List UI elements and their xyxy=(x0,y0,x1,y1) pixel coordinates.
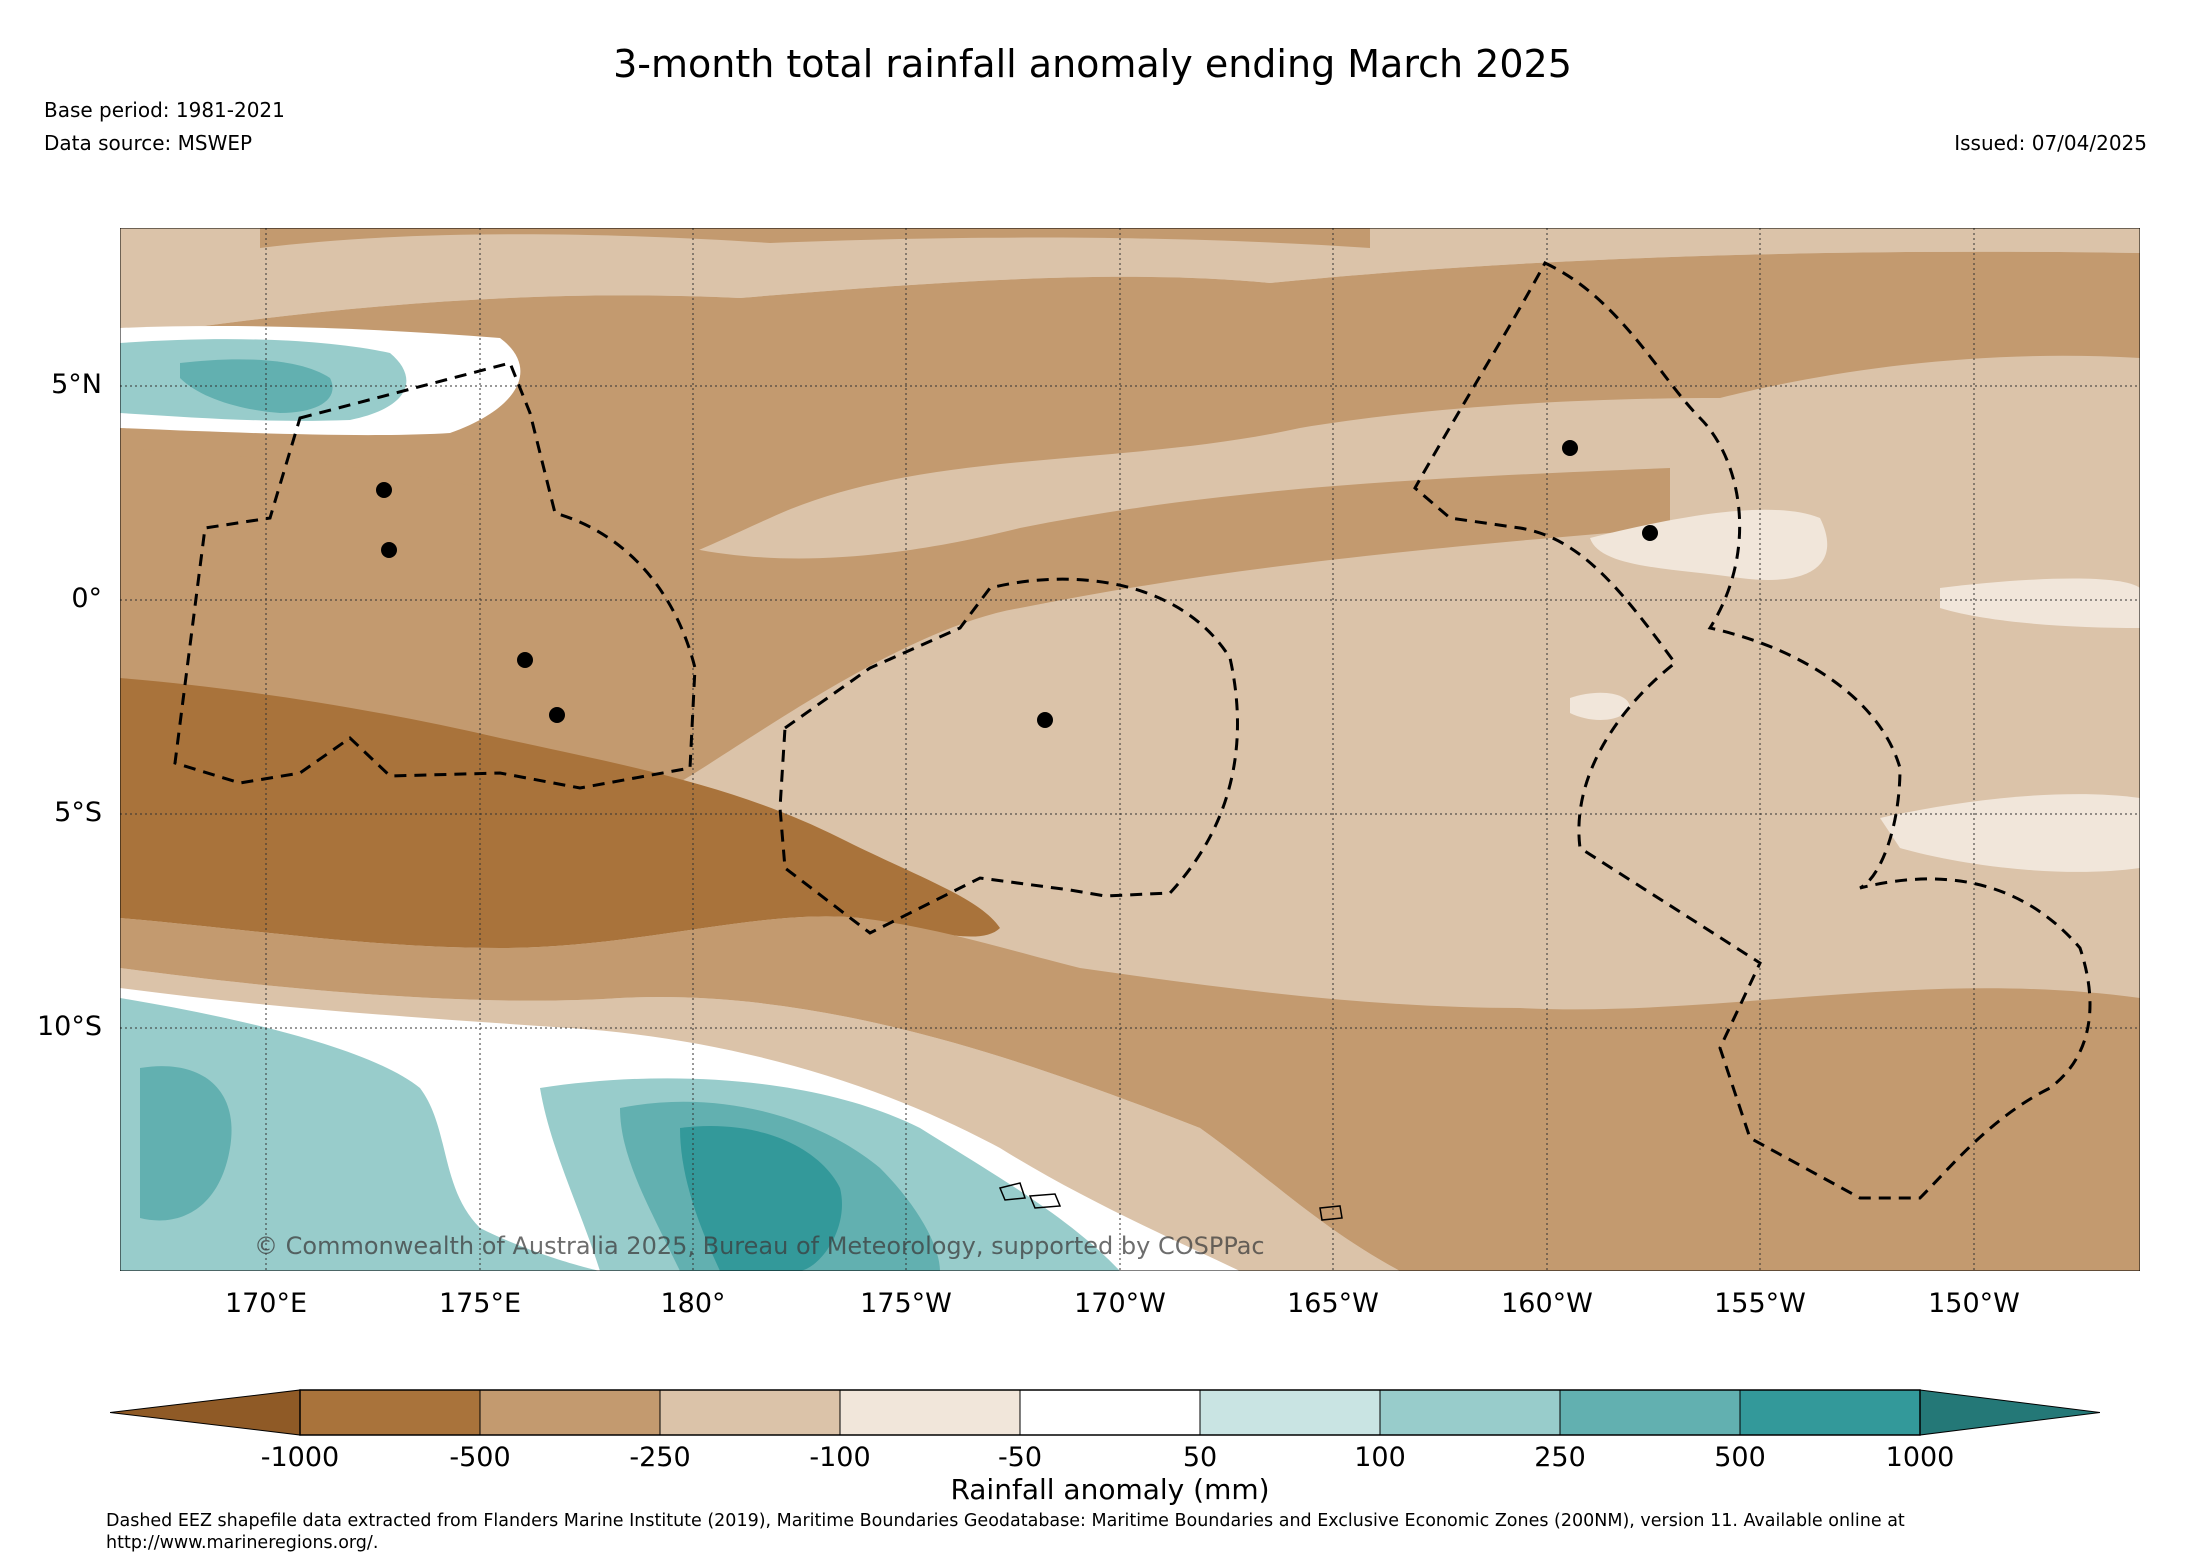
island-outlines xyxy=(998,1182,1343,1221)
colorbar-bin xyxy=(1200,1390,1380,1435)
island-marker xyxy=(1037,712,1053,728)
east-light-patch-2 xyxy=(1940,578,2140,628)
lon-tick-170e: 170°E xyxy=(224,1288,308,1319)
island-marker xyxy=(1642,525,1658,541)
island-marker xyxy=(549,707,565,723)
lon-tick-155w: 155°W xyxy=(1714,1288,1806,1319)
colorbar-label: -1000 xyxy=(260,1442,340,1473)
colorbar-bin xyxy=(480,1390,660,1435)
east-light-patch-4 xyxy=(1570,692,1630,720)
lat-tick-5s: 5°S xyxy=(54,797,102,828)
issued-date: Issued: 07/04/2025 xyxy=(1954,131,2147,155)
colorbar-extend-low xyxy=(110,1389,301,1436)
top-dry-patch xyxy=(260,228,1370,248)
south-wet-west-core xyxy=(140,1066,232,1221)
colorbar-bin xyxy=(660,1390,840,1435)
colorbar-label: 250 xyxy=(1534,1442,1586,1473)
colorbar-label: -100 xyxy=(809,1442,871,1473)
eez-tokelau xyxy=(778,577,1239,935)
western-dry-band xyxy=(120,448,1670,801)
island-marker xyxy=(376,482,392,498)
base-period: Base period: 1981-2021 xyxy=(44,98,285,122)
colorbar-label: -250 xyxy=(629,1442,691,1473)
copyright-notice: © Commonwealth of Australia 2025, Bureau… xyxy=(254,1232,1265,1260)
southern-dry-band xyxy=(120,916,2140,1271)
colorbar-label: -50 xyxy=(997,1442,1043,1473)
colorbar-bin xyxy=(1380,1390,1560,1435)
footnote: Dashed EEZ shapefile data extracted from… xyxy=(106,1511,1905,1553)
lon-tick-175e: 175°E xyxy=(438,1288,522,1319)
colorbar-extend-high xyxy=(1919,1389,2100,1436)
lon-tick-165w: 165°W xyxy=(1287,1288,1379,1319)
lon-tick-170w: 170°W xyxy=(1074,1288,1166,1319)
island-marker xyxy=(1562,440,1578,456)
colorbar-label: 1000 xyxy=(1885,1442,1955,1473)
gridlines xyxy=(120,228,2140,1271)
colorbar-label: 100 xyxy=(1354,1442,1406,1473)
colorbar-label: 50 xyxy=(1182,1442,1218,1473)
colorbar-bin xyxy=(1740,1390,1920,1435)
island-markers xyxy=(376,440,1658,728)
lat-tick-5n: 5°N xyxy=(51,369,102,400)
lon-tick-160w: 160°W xyxy=(1501,1288,1593,1319)
rainfall-anomaly-map xyxy=(120,228,2140,1271)
colorbar-title: Rainfall anomaly (mm) xyxy=(950,1473,1270,1506)
data-source: Data source: MSWEP xyxy=(44,131,253,155)
colorbar-bin xyxy=(840,1390,1020,1435)
lon-tick-175w: 175°W xyxy=(860,1288,952,1319)
colorbar-bin xyxy=(1020,1390,1200,1435)
colorbar-bin xyxy=(1560,1390,1740,1435)
top-light-strip xyxy=(120,228,2140,338)
page-title: 3-month total rainfall anomaly ending Ma… xyxy=(613,42,1572,86)
island-marker xyxy=(381,542,397,558)
island-marker xyxy=(517,652,533,668)
colorbar-frame xyxy=(299,1389,1921,1436)
colorbar-label: -500 xyxy=(449,1442,511,1473)
colorbar-label: 500 xyxy=(1714,1442,1766,1473)
lon-tick-180: 180° xyxy=(660,1288,726,1319)
colorbar xyxy=(110,1389,2100,1436)
south-wet-patch xyxy=(120,998,600,1271)
eez-boundaries xyxy=(173,261,2092,1200)
eez-kiribati-gilbert xyxy=(173,361,697,790)
colorbar-bin xyxy=(300,1390,480,1435)
lon-tick-150w: 150°W xyxy=(1928,1288,2020,1319)
south-wet-core-2 xyxy=(680,1126,842,1271)
lat-tick-0: 0° xyxy=(71,583,102,614)
eez-kiribati-line xyxy=(1413,261,2092,1200)
lat-tick-10s: 10°S xyxy=(37,1011,102,1042)
